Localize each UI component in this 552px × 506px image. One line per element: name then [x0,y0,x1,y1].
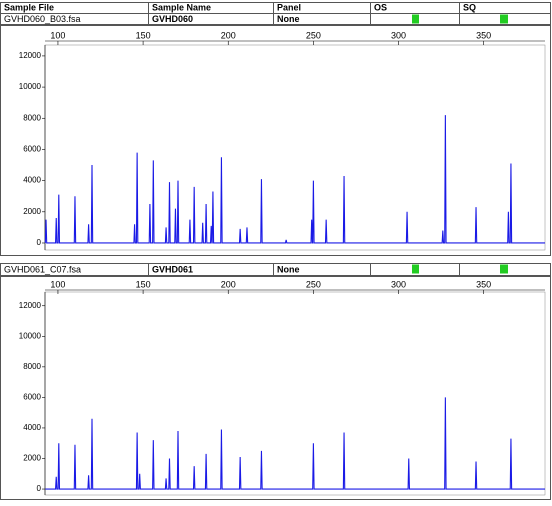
os-status [412,264,419,274]
column-header: SQ [463,2,476,12]
x-tick-label: 100 [50,30,65,40]
x-tick-label: 200 [221,30,236,40]
y-tick-label: 2000 [23,454,41,463]
sample-name: GVHD060 [152,14,193,24]
x-tick-label: 150 [136,30,151,40]
y-tick-label: 4000 [23,423,41,432]
x-tick-label: 250 [306,30,321,40]
column-header: Sample Name [152,2,211,12]
sq-status [500,14,508,24]
y-tick-label: 12000 [19,301,42,310]
y-tick-label: 10000 [19,82,42,91]
chart-frame [0,25,551,256]
trace [45,397,545,490]
sample-name: GVHD061 [152,264,193,274]
sq-status [500,264,508,274]
panel-name: None [277,14,300,24]
chart-frame [0,276,551,500]
header-table [0,263,551,276]
y-tick-label: 12000 [19,51,42,60]
panel-name: None [277,264,300,274]
y-tick-label: 0 [37,484,42,493]
y-tick-label: 6000 [23,145,41,154]
y-tick-label: 10000 [19,331,42,340]
column-header: Sample File [4,2,54,12]
x-tick-label: 200 [221,279,236,289]
y-tick-label: 6000 [23,393,41,402]
sample-file: GVHD060_B03.fsa [4,14,81,24]
plot-area [44,291,546,496]
column-header: OS [374,2,387,12]
column-header: Panel [277,2,301,12]
x-tick-label: 250 [306,279,321,289]
x-tick-label: 100 [50,279,65,289]
y-tick-label: 2000 [23,207,41,216]
x-tick-label: 150 [136,279,151,289]
y-tick-label: 8000 [23,362,41,371]
y-tick-label: 0 [37,238,42,247]
x-tick-label: 350 [476,30,491,40]
y-tick-label: 4000 [23,176,41,185]
x-tick-label: 300 [391,279,406,289]
y-tick-label: 8000 [23,113,41,122]
sample-file: GVHD061_C07.fsa [4,264,81,274]
x-tick-label: 350 [476,279,491,289]
os-status [412,14,419,24]
plot-area [44,44,546,251]
x-tick-label: 300 [391,30,406,40]
trace [44,115,545,244]
